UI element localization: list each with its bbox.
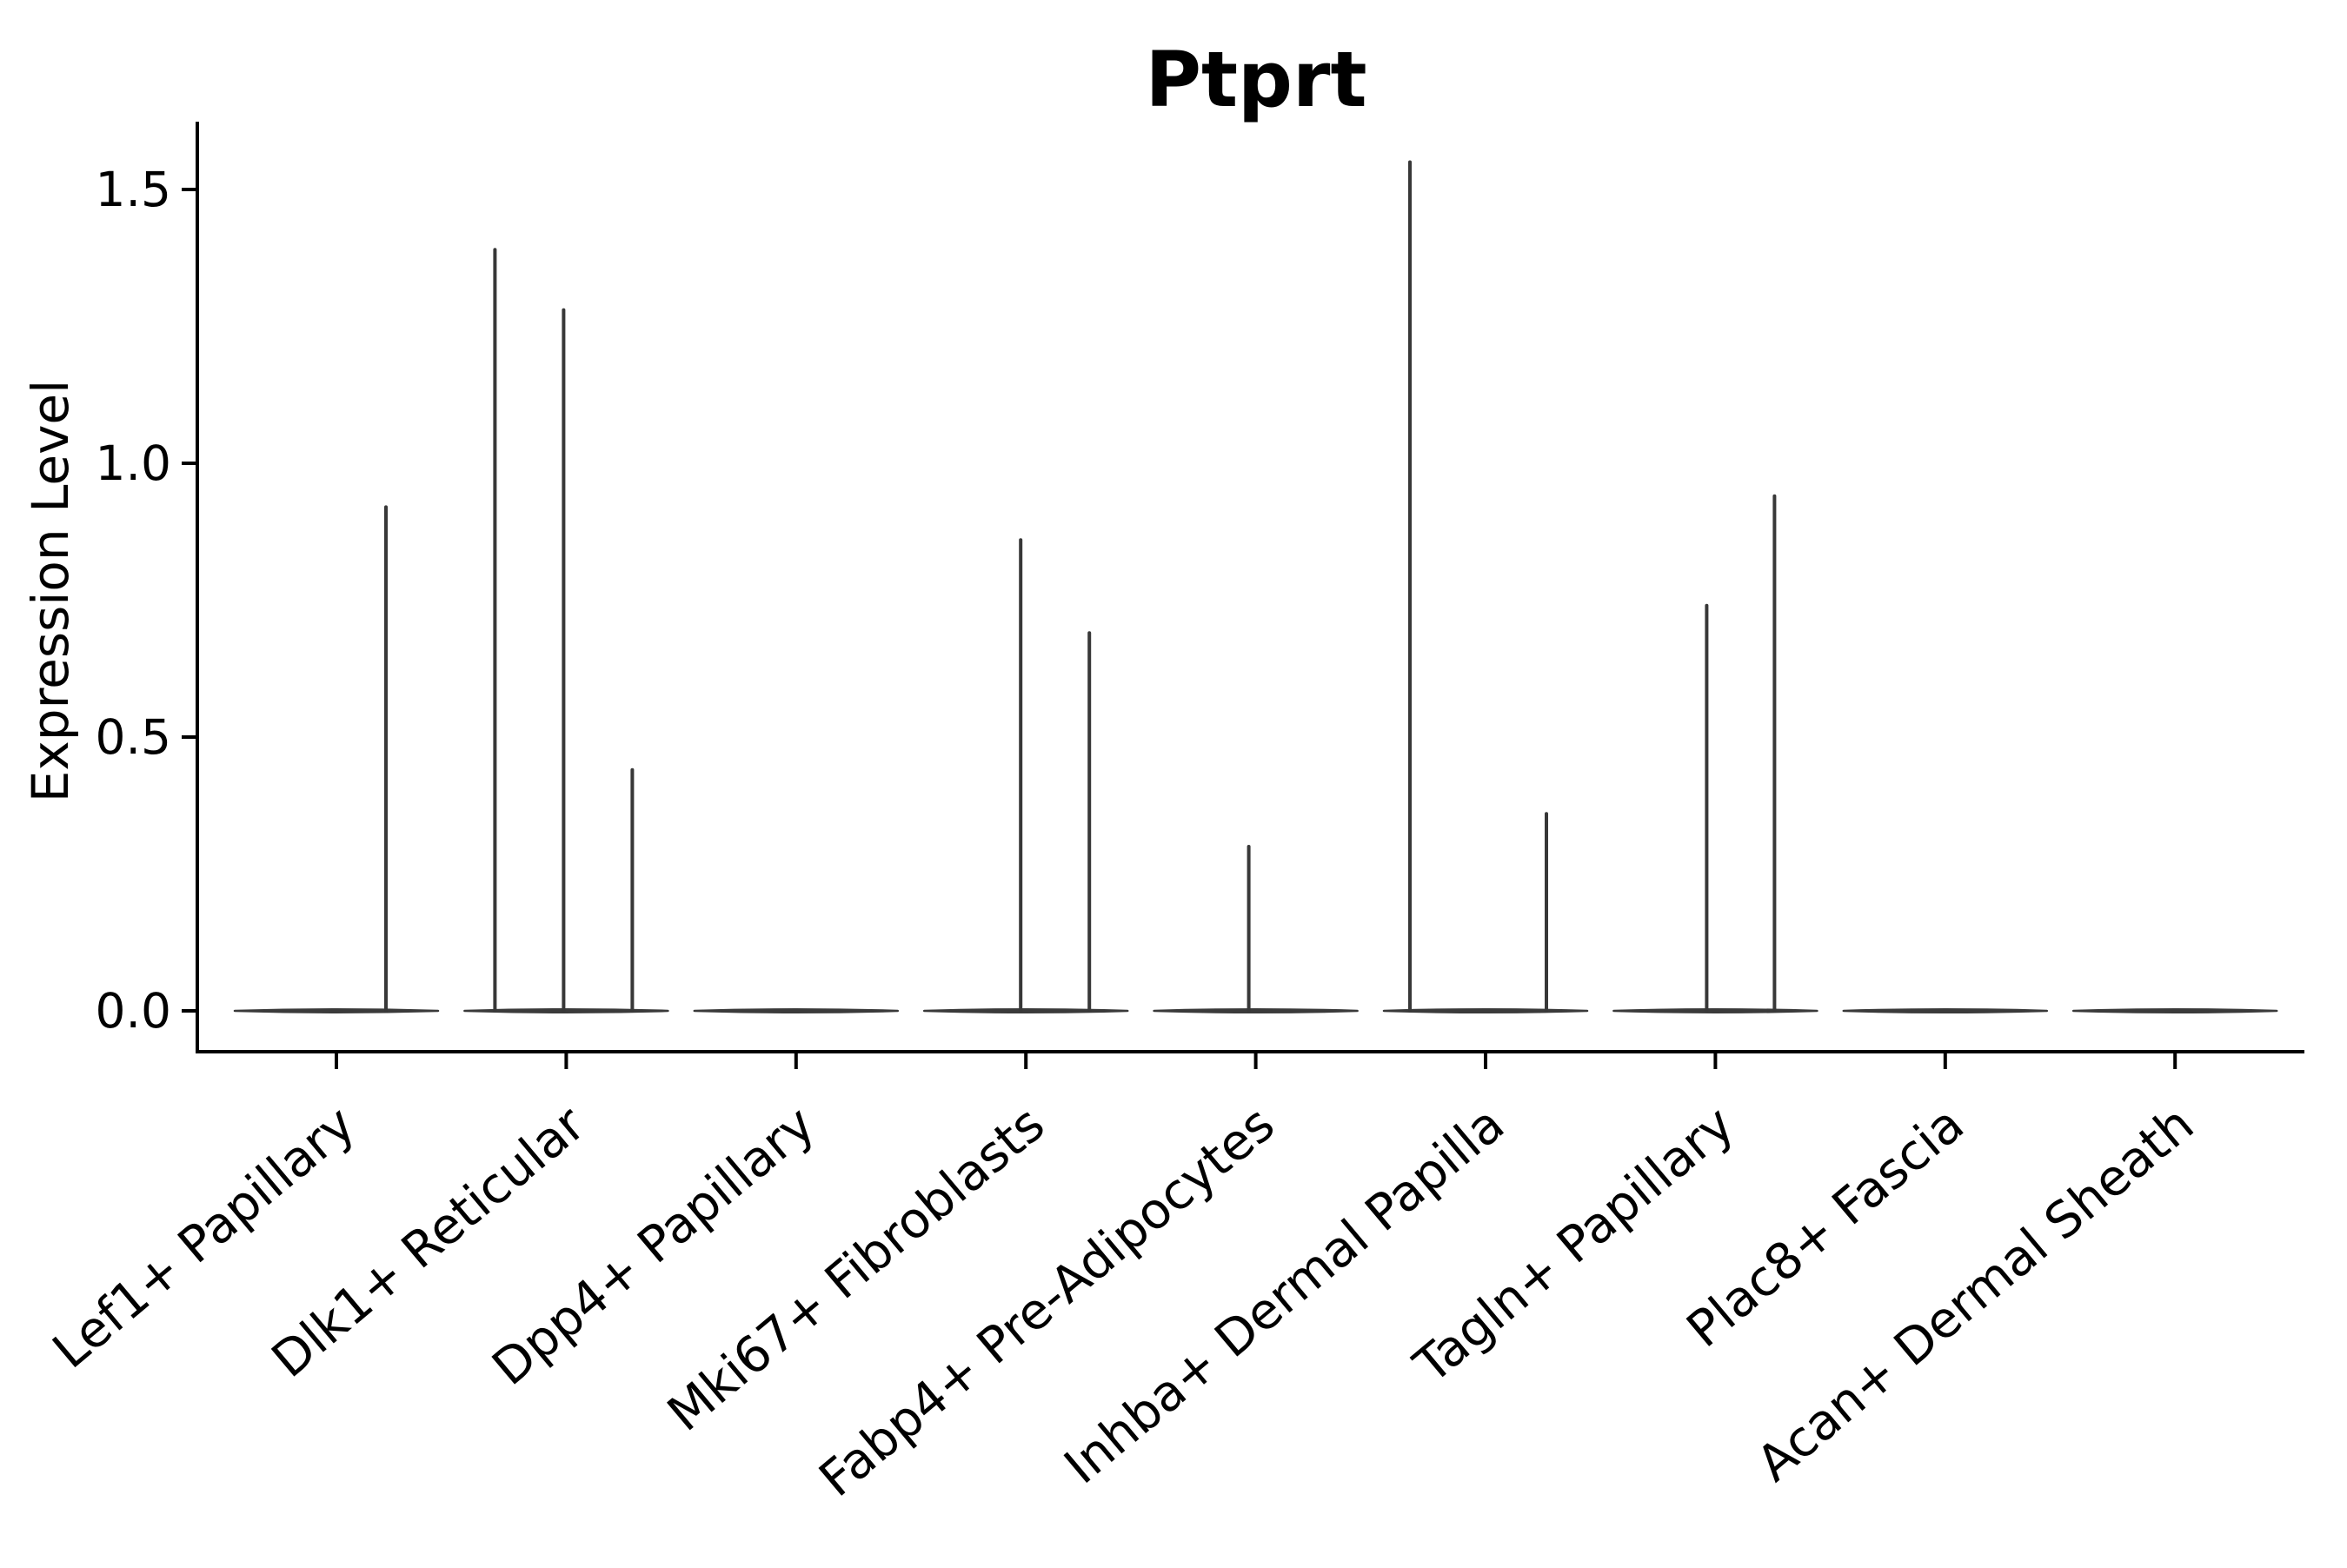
violin-body [1382, 1008, 1589, 1013]
plot-title: Ptprt [1145, 35, 1366, 124]
x-tick-label: Acan+ Dermal Sheath [1746, 1095, 2204, 1492]
violin-body [233, 1008, 440, 1013]
y-axis-label: Expression Level [21, 380, 80, 802]
violin-body [1612, 1008, 1818, 1013]
y-tick-label: 0.0 [96, 983, 171, 1039]
violin-body [2071, 1008, 2278, 1013]
violin-body [922, 1008, 1129, 1013]
x-tick-label: Inhba+ Dermal Papilla [1054, 1095, 1515, 1495]
violin-body [463, 1008, 669, 1013]
y-tick-label: 1.5 [96, 162, 171, 217]
violin-body [693, 1008, 900, 1013]
x-tick-label: Fabp4+ Pre-Adipocytes [808, 1095, 1285, 1508]
y-tick-label: 0.5 [96, 709, 171, 765]
x-tick-label: Mki67+ Fibroblasts [657, 1095, 1055, 1442]
violin-body [1153, 1008, 1359, 1013]
violin-body [1842, 1008, 2049, 1013]
y-tick-label: 1.0 [96, 435, 171, 491]
